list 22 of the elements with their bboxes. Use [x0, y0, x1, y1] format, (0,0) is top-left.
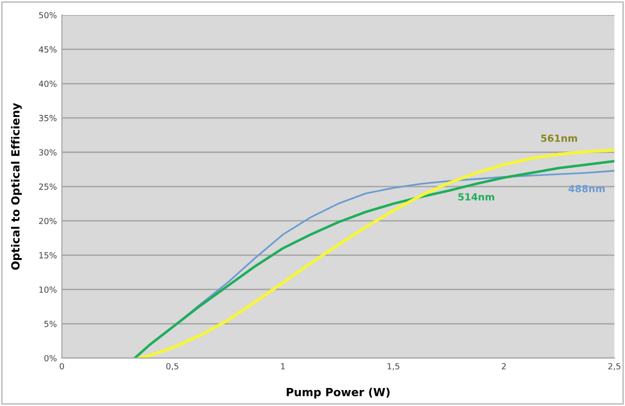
x-tick-label: 1,5: [388, 363, 400, 370]
series-label: 488nm: [568, 184, 605, 192]
y-tick-label: 5%: [44, 320, 57, 328]
y-axis-title: Optical to Optical Efficieny: [10, 102, 22, 270]
series-label: 561nm: [541, 134, 578, 142]
x-tick-label: 2: [502, 363, 506, 370]
y-tick-label: 0%: [44, 355, 57, 362]
y-tick-label: 35%: [39, 114, 57, 122]
x-tick-label: 0,5: [166, 363, 178, 370]
x-tick-label: 0: [60, 363, 64, 370]
y-tick-label: 25%: [39, 184, 57, 190]
y-tick-label: 30%: [39, 149, 57, 156]
y-tick-label: 45%: [38, 46, 57, 53]
y-tick-label: 40%: [38, 80, 57, 87]
y-tick-label: 10%: [39, 286, 57, 293]
series-label: 514nm: [458, 193, 494, 201]
x-tick-label: 2,5: [608, 363, 620, 370]
x-tick-label: 1: [281, 363, 285, 370]
x-axis-title: Pump Power (W): [286, 388, 390, 398]
y-tick-label: 50%: [39, 12, 57, 18]
y-tick-label: 20%: [39, 218, 57, 224]
y-tick-label: 15%: [39, 252, 57, 258]
